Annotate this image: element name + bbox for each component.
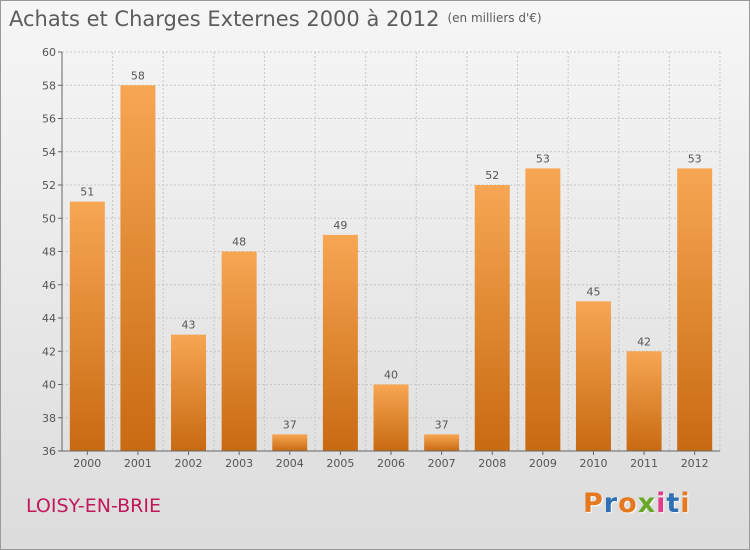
bar-2011 (626, 351, 662, 451)
x-tick-label-2003: 2003 (225, 457, 253, 470)
y-tick-label: 50 (42, 212, 56, 225)
x-tick-label-2002: 2002 (175, 457, 203, 470)
x-tick-label-2005: 2005 (326, 457, 354, 470)
bar-2010 (575, 301, 611, 451)
x-tick-label-2012: 2012 (681, 457, 709, 470)
y-tick-label: 44 (42, 312, 56, 325)
bar-2012 (677, 168, 713, 451)
proxiti-logo: Proxiti (583, 488, 691, 519)
bar-2008 (474, 185, 510, 451)
y-tick-label: 54 (42, 146, 56, 159)
value-label-2000: 51 (80, 186, 94, 199)
labels: 36 38 40 42 44 46 48 50 52 54 56 58 60 51 2000 58 2001 43… (42, 46, 709, 470)
value-label-2007: 37 (435, 418, 449, 431)
x-tick-label-2010: 2010 (579, 457, 607, 470)
value-label-2005: 49 (333, 219, 347, 232)
bar-2004 (272, 434, 308, 451)
y-tick-label: 46 (42, 279, 56, 292)
value-label-2012: 53 (688, 152, 702, 165)
logo-letter: t (666, 488, 681, 519)
logo-letter: P (583, 488, 604, 519)
bar-2000 (69, 201, 105, 451)
logo-letter: i (680, 488, 691, 519)
axes (58, 51, 720, 455)
y-tick-label: 38 (42, 412, 56, 425)
value-label-2002: 43 (182, 319, 196, 332)
bar-2006 (373, 384, 409, 451)
bars (69, 85, 713, 451)
x-tick-label-2000: 2000 (73, 457, 101, 470)
bar-2003 (221, 251, 257, 451)
value-label-2004: 37 (283, 418, 297, 431)
y-tick-label: 36 (42, 445, 56, 458)
value-label-2010: 45 (586, 285, 600, 298)
chart-title: Achats et Charges Externes 2000 à 2012 (e… (9, 7, 542, 31)
x-tick-label-2004: 2004 (276, 457, 304, 470)
location-label: LOISY-EN-BRIE (26, 495, 161, 517)
bar-2005 (322, 234, 358, 451)
y-tick-label: 48 (42, 246, 56, 259)
title-unit: (en milliers d'€) (447, 11, 542, 25)
value-label-2008: 52 (485, 169, 499, 182)
y-tick-label: 56 (42, 113, 56, 126)
logo-letter: o (618, 488, 638, 519)
title-text: Achats et Charges Externes 2000 à 2012 (9, 7, 440, 31)
y-tick-label: 40 (42, 379, 56, 392)
bar-2007 (424, 434, 460, 451)
x-tick-label-2009: 2009 (529, 457, 557, 470)
logo-letter: r (603, 488, 619, 519)
bar-2001 (120, 85, 156, 451)
value-label-2009: 53 (536, 152, 550, 165)
value-label-2006: 40 (384, 369, 398, 382)
x-tick-label-2007: 2007 (428, 457, 456, 470)
x-tick-label-2006: 2006 (377, 457, 405, 470)
logo-letter: i (656, 488, 667, 519)
bar-2009 (525, 168, 561, 451)
value-label-2003: 48 (232, 236, 246, 249)
x-tick-label-2008: 2008 (478, 457, 506, 470)
value-label-2011: 42 (637, 335, 651, 348)
y-tick-label: 42 (42, 345, 56, 358)
bar-2002 (171, 334, 207, 451)
logo-letter: x (637, 488, 657, 519)
x-tick-label-2001: 2001 (124, 457, 152, 470)
y-tick-label: 52 (42, 179, 56, 192)
value-label-2001: 58 (131, 69, 145, 82)
y-tick-label: 60 (42, 46, 56, 59)
y-tick-label: 58 (42, 79, 56, 92)
x-tick-label-2011: 2011 (630, 457, 658, 470)
